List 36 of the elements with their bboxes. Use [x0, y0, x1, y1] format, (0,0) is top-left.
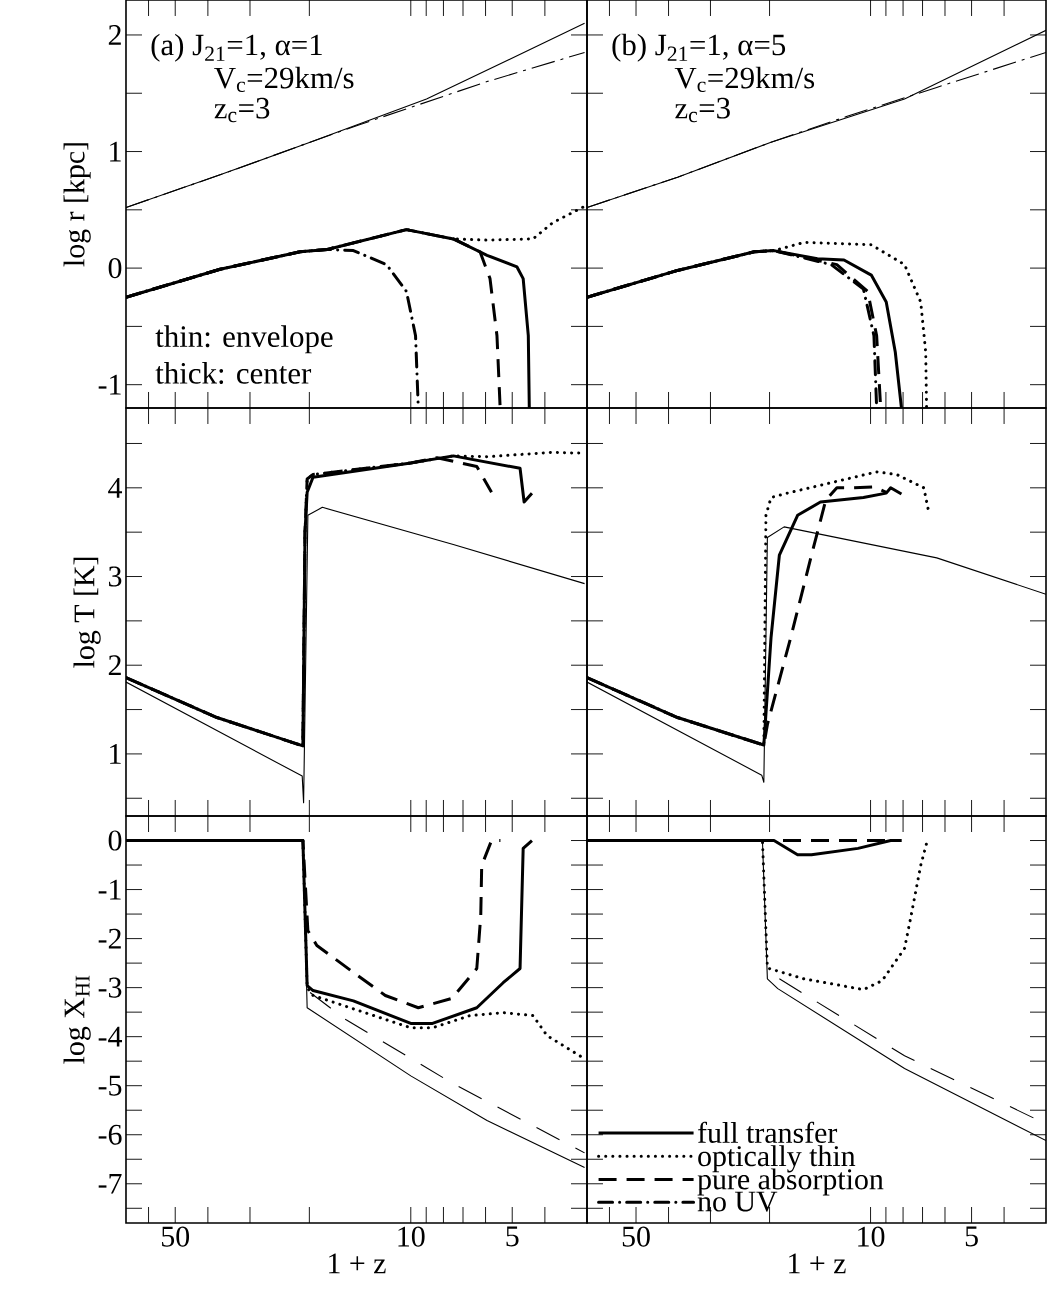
x-tick-label: 10 [398, 1226, 425, 1247]
y-tick-label: -1 [98, 374, 121, 395]
x-axis-title: 1 + z [789, 1253, 846, 1274]
y-axis-title: log T [K] [73, 557, 101, 668]
y-tick-label: 2 [108, 655, 121, 676]
y-tick-label: -3 [98, 977, 122, 998]
annotation: thin: envelope [155, 325, 333, 354]
y-tick-label: 3 [108, 566, 122, 587]
y-tick-label: 1 [110, 141, 121, 162]
y-tick-label: -1 [98, 879, 121, 900]
y-tick-label: 4 [108, 477, 123, 498]
annotation: z$_{c}$=3 [675, 97, 730, 123]
annotation: (a) J$_{21}$=1, α=1 [151, 33, 322, 62]
y-tick-label: 2 [108, 25, 121, 45]
y-tick-label: -7 [98, 1173, 122, 1194]
y-tick-label: -6 [98, 1124, 122, 1145]
legend-label: full transfer [697, 1121, 838, 1144]
y-tick-label: -4 [98, 1026, 123, 1047]
y-axis-title: log X$_{HI}$ [63, 975, 91, 1064]
x-tick-label: 5 [965, 1226, 978, 1247]
y-tick-label: 1 [110, 744, 121, 764]
x-tick-label: 10 [858, 1226, 885, 1247]
x-tick-label: 50 [622, 1226, 650, 1247]
y-axis-title: log r [kpc] [63, 143, 91, 267]
annotation: V$_{c}$=29km/s [214, 66, 354, 93]
x-tick-label: 5 [506, 1226, 519, 1247]
x-tick-label: 50 [162, 1226, 190, 1247]
y-tick-label: 0 [108, 830, 122, 851]
x-axis-title: 1 + z [329, 1253, 386, 1274]
annotation: (b) J$_{21}$=1, α=5 [612, 33, 786, 62]
y-tick-label: -5 [98, 1075, 122, 1096]
annotation: V$_{c}$=29km/s [674, 66, 815, 93]
annotation: z$_{c}$=3 [214, 97, 270, 123]
y-tick-label: -2 [98, 928, 121, 949]
y-tick-label: 0 [108, 258, 122, 279]
annotation: thick: center [155, 362, 312, 384]
